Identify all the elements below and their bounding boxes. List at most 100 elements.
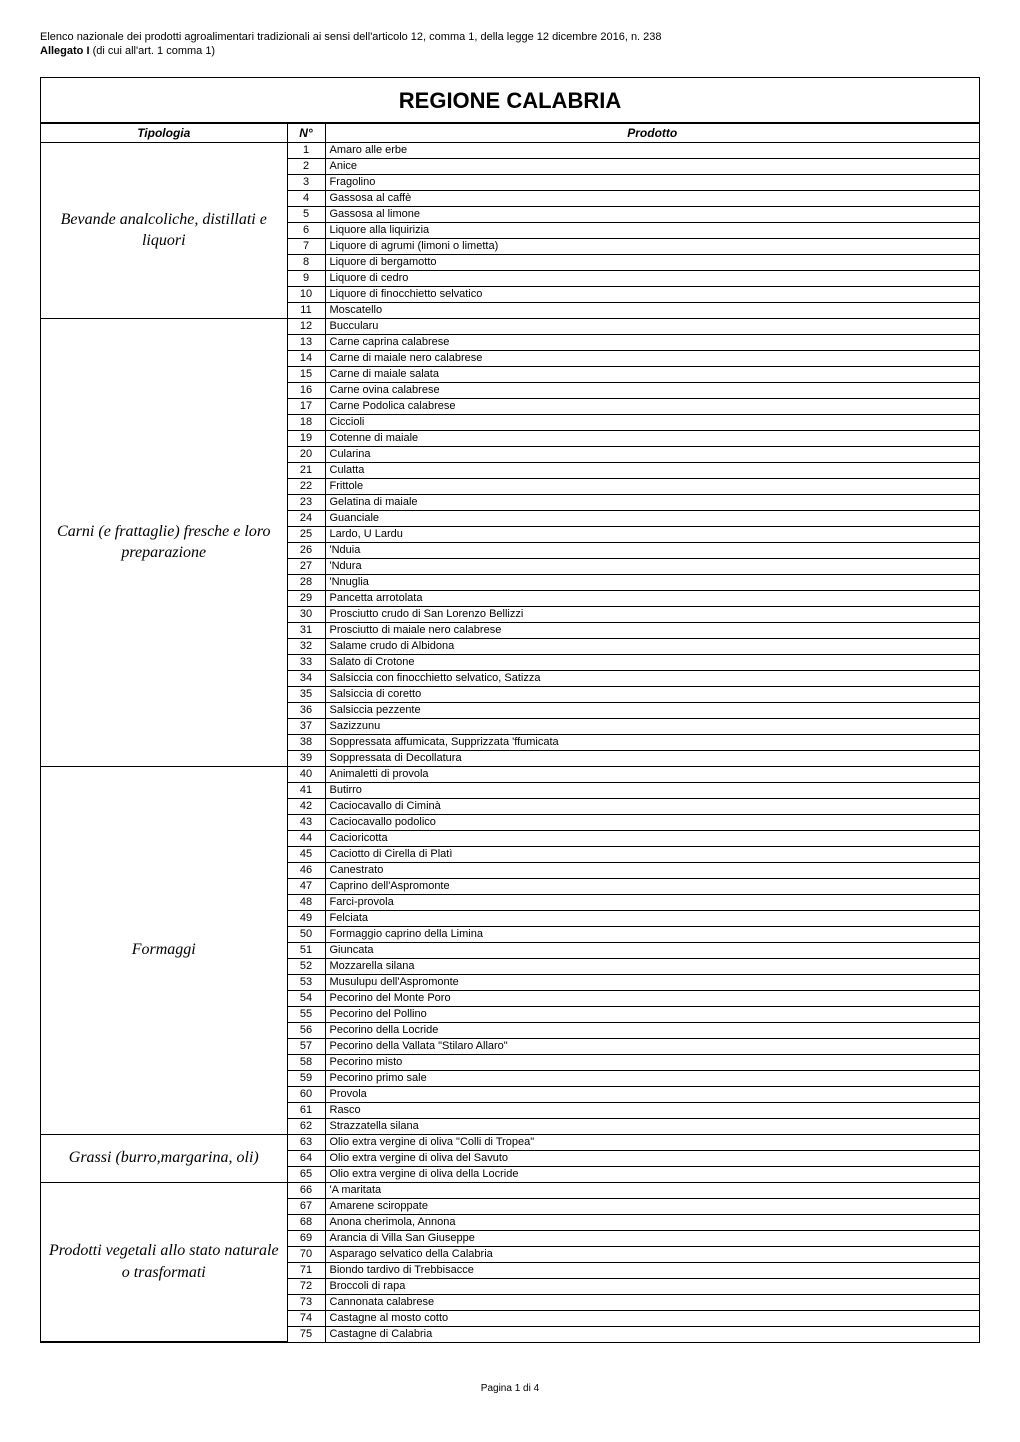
row-number: 56 bbox=[287, 1022, 325, 1038]
product-name: Farci-provola bbox=[325, 894, 979, 910]
row-number: 5 bbox=[287, 206, 325, 222]
row-number: 51 bbox=[287, 942, 325, 958]
product-name: Prosciutto di maiale nero calabrese bbox=[325, 622, 979, 638]
row-number: 74 bbox=[287, 1310, 325, 1326]
row-number: 63 bbox=[287, 1134, 325, 1150]
row-number: 28 bbox=[287, 574, 325, 590]
row-number: 3 bbox=[287, 174, 325, 190]
product-name: Fragolino bbox=[325, 174, 979, 190]
product-name: Asparago selvatico della Calabria bbox=[325, 1246, 979, 1262]
product-name: Liquore di cedro bbox=[325, 270, 979, 286]
product-name: Castagne al mosto cotto bbox=[325, 1310, 979, 1326]
row-number: 24 bbox=[287, 510, 325, 526]
row-number: 31 bbox=[287, 622, 325, 638]
row-number: 17 bbox=[287, 398, 325, 414]
tipologia-cell: Formaggi bbox=[41, 766, 287, 1134]
row-number: 30 bbox=[287, 606, 325, 622]
row-number: 50 bbox=[287, 926, 325, 942]
product-name: Frittole bbox=[325, 478, 979, 494]
product-name: Moscatello bbox=[325, 302, 979, 318]
row-number: 29 bbox=[287, 590, 325, 606]
product-name: Salame crudo di Albidona bbox=[325, 638, 979, 654]
row-number: 40 bbox=[287, 766, 325, 782]
product-name: Rasco bbox=[325, 1102, 979, 1118]
product-name: Anona cherimola, Annona bbox=[325, 1214, 979, 1230]
product-name: Felciata bbox=[325, 910, 979, 926]
tipologia-cell: Bevande analcoliche, distillati e liquor… bbox=[41, 142, 287, 318]
row-number: 60 bbox=[287, 1086, 325, 1102]
product-name: Giuncata bbox=[325, 942, 979, 958]
product-name: Guanciale bbox=[325, 510, 979, 526]
row-number: 53 bbox=[287, 974, 325, 990]
row-number: 43 bbox=[287, 814, 325, 830]
row-number: 61 bbox=[287, 1102, 325, 1118]
row-number: 34 bbox=[287, 670, 325, 686]
table-row: Prodotti vegetali allo stato naturale o … bbox=[41, 1182, 979, 1198]
row-number: 16 bbox=[287, 382, 325, 398]
row-number: 65 bbox=[287, 1166, 325, 1182]
row-number: 70 bbox=[287, 1246, 325, 1262]
product-name: Carne ovina calabrese bbox=[325, 382, 979, 398]
row-number: 75 bbox=[287, 1326, 325, 1342]
product-name: Castagne di Calabria bbox=[325, 1326, 979, 1342]
product-name: Pancetta arrotolata bbox=[325, 590, 979, 606]
row-number: 22 bbox=[287, 478, 325, 494]
product-name: Provola bbox=[325, 1086, 979, 1102]
row-number: 62 bbox=[287, 1118, 325, 1134]
row-number: 45 bbox=[287, 846, 325, 862]
region-title: REGIONE CALABRIA bbox=[41, 78, 979, 123]
row-number: 33 bbox=[287, 654, 325, 670]
product-name: Pecorino del Monte Poro bbox=[325, 990, 979, 1006]
row-number: 4 bbox=[287, 190, 325, 206]
header-line-1: Elenco nazionale dei prodotti agroalimen… bbox=[40, 30, 980, 44]
product-name: Amarene sciroppate bbox=[325, 1198, 979, 1214]
table-row: Carni (e frattaglie) fresche e loro prep… bbox=[41, 318, 979, 334]
table-body: Bevande analcoliche, distillati e liquor… bbox=[41, 142, 979, 1342]
row-number: 42 bbox=[287, 798, 325, 814]
product-name: Liquore di agrumi (limoni o limetta) bbox=[325, 238, 979, 254]
row-number: 73 bbox=[287, 1294, 325, 1310]
product-name: Amaro alle erbe bbox=[325, 142, 979, 158]
row-number: 26 bbox=[287, 542, 325, 558]
row-number: 68 bbox=[287, 1214, 325, 1230]
product-name: Animaletti di provola bbox=[325, 766, 979, 782]
header-line-2: Allegato I (di cui all'art. 1 comma 1) bbox=[40, 44, 980, 58]
product-name: Gassosa al limone bbox=[325, 206, 979, 222]
row-number: 37 bbox=[287, 718, 325, 734]
product-name: Canestrato bbox=[325, 862, 979, 878]
product-name: Caciocavallo di Ciminà bbox=[325, 798, 979, 814]
product-name: 'A maritata bbox=[325, 1182, 979, 1198]
table-row: Grassi (burro,margarina, oli)63Olio extr… bbox=[41, 1134, 979, 1150]
row-number: 48 bbox=[287, 894, 325, 910]
row-number: 20 bbox=[287, 446, 325, 462]
product-name: Pecorino misto bbox=[325, 1054, 979, 1070]
row-number: 66 bbox=[287, 1182, 325, 1198]
row-number: 72 bbox=[287, 1278, 325, 1294]
row-number: 35 bbox=[287, 686, 325, 702]
product-name: Culatta bbox=[325, 462, 979, 478]
page-footer: Pagina 1 di 4 bbox=[40, 1383, 980, 1394]
row-number: 55 bbox=[287, 1006, 325, 1022]
table-row: Formaggi40Animaletti di provola bbox=[41, 766, 979, 782]
row-number: 1 bbox=[287, 142, 325, 158]
product-name: Musulupu dell'Aspromonte bbox=[325, 974, 979, 990]
col-header-tipologia: Tipologia bbox=[41, 123, 287, 142]
product-name: Gelatina di maiale bbox=[325, 494, 979, 510]
row-number: 54 bbox=[287, 990, 325, 1006]
product-name: Soppressata di Decollatura bbox=[325, 750, 979, 766]
product-name: Prosciutto crudo di San Lorenzo Bellizzi bbox=[325, 606, 979, 622]
row-number: 32 bbox=[287, 638, 325, 654]
row-number: 25 bbox=[287, 526, 325, 542]
row-number: 46 bbox=[287, 862, 325, 878]
product-name: Sazizzunu bbox=[325, 718, 979, 734]
row-number: 57 bbox=[287, 1038, 325, 1054]
product-name: Pecorino della Locride bbox=[325, 1022, 979, 1038]
product-name: Strazzatella silana bbox=[325, 1118, 979, 1134]
product-name: Anice bbox=[325, 158, 979, 174]
product-name: Cularina bbox=[325, 446, 979, 462]
row-number: 9 bbox=[287, 270, 325, 286]
product-name: Ciccioli bbox=[325, 414, 979, 430]
row-number: 49 bbox=[287, 910, 325, 926]
row-number: 67 bbox=[287, 1198, 325, 1214]
row-number: 41 bbox=[287, 782, 325, 798]
